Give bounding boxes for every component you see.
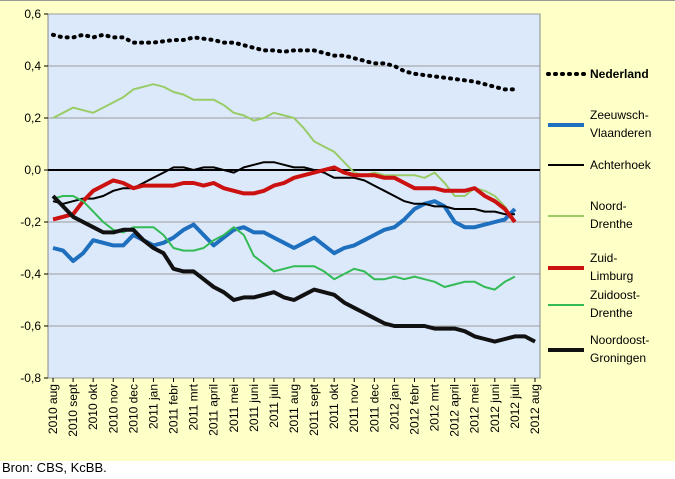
series-line-zeeuwsch-vlaanderen [52,199,517,263]
legend-label: Groningen [590,351,646,365]
x-tick-label: 2011 mrt [187,383,201,430]
x-tick-label: 2010 okt [86,383,100,430]
x-tick-label: 2011 jan [146,384,160,429]
x-tick-label: 2011 juli [267,384,281,428]
x-tick-label: 2011 okt [327,383,341,429]
x-tick-label: 2011 mei [227,384,241,432]
series-line-nederland [51,32,517,92]
x-tick-label: 2011 nov [347,384,361,433]
x-tick-label: 2012 febr [407,384,421,435]
y-tick-label: -0,2 [20,215,41,229]
legend-label: Vlaanderen [590,126,651,140]
x-tick-label: 2010 dec [126,384,140,433]
x-tick-label: 2012 april [448,384,462,437]
x-tick-label: 2010 aug [46,384,60,434]
legend-label: Zuid- [590,251,617,265]
series-line-noordoost-groningen [51,194,536,344]
legend-label: Limburg [590,269,633,283]
x-tick-label: 2012 jan [387,384,401,430]
legend-label: Zeeuwsch- [590,108,649,122]
legend-label: Noordoost- [590,333,649,347]
y-tick-label: 0,6 [24,7,41,21]
y-axis-ticks: -0,8 -0,6 -0,4 -0,2 0,0 0,2 0,4 0,6 [20,7,48,385]
x-tick-label: 2012 mei [468,384,482,433]
y-tick-label: -0,4 [20,267,41,281]
legend-label: Nederland [590,67,649,81]
y-tick-label: 0,4 [24,59,41,73]
x-tick-label: 2010 sept [66,383,80,436]
x-tick-label: 2011 aug [287,384,301,433]
x-tick-label: 2011 febr [167,384,181,434]
legend-label: Zuidoost- [590,288,640,302]
x-tick-label: 2010 nov [106,384,120,433]
y-tick-label: -0,6 [20,319,41,333]
x-tick-label: 2012 juni [488,384,502,433]
source-note: Bron: CBS, KcBB. [2,460,107,475]
legend-label: Noord- [590,199,627,213]
x-tick-label: 2011 juni [247,384,261,432]
legend-label: Drenthe [590,217,633,231]
x-axis-ticks: 2010 aug 2010 sept 2010 okt 2010 nov 2010 de… [46,378,542,437]
x-tick-label: 2012 aug [528,384,542,434]
y-tick-label: 0,0 [24,163,41,177]
x-tick-label: 2011 sept [307,383,321,435]
y-tick-label: -0,8 [20,371,41,385]
x-tick-label: 2011 dec [367,384,381,433]
legend: Nederland Zeeuwsch- Vlaanderen Achterhoek No… [546,67,652,365]
line-chart: -0,8-0,6-0,4-0,20,00,20,40,6 2010 aug 201… [20,7,652,437]
y-tick-label: 0,2 [24,111,41,125]
series-line-noord-drenthe [52,83,516,223]
series-lines [51,32,536,344]
legend-label: Drenthe [590,306,633,320]
x-tick-label: 2011 april [207,384,221,436]
series-line-zuid-limburg [52,165,517,224]
legend-label: Achterhoek [590,158,652,172]
x-tick-label: 2012 mrt [428,383,442,431]
x-tick-label: 2012 juli [508,384,522,429]
